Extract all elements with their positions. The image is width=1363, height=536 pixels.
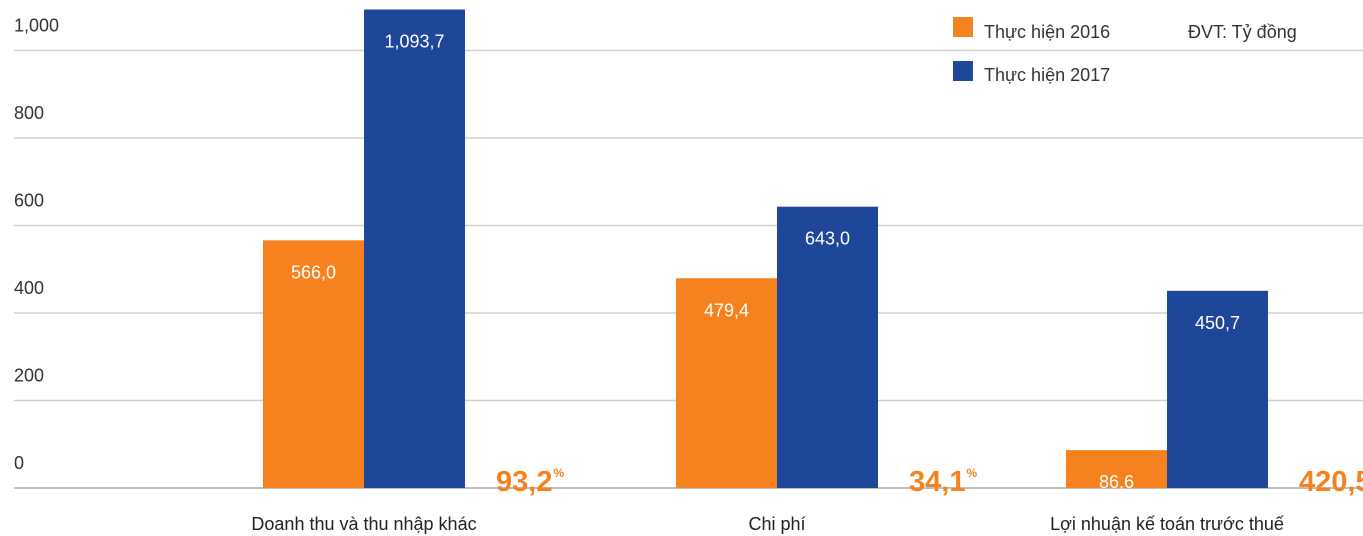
category-label-1: Doanh thu và thu nhập khác (251, 514, 476, 534)
y-tick-label-600: 600 (14, 191, 44, 211)
legend: Thực hiện 2016 Thực hiện 2017 (953, 17, 1110, 85)
growth-value-1: 93,2 (496, 466, 552, 498)
y-tick-label-0: 0 (14, 453, 24, 473)
growth-labels: 93,2%34,1%420,5% (496, 466, 1363, 498)
bar-2017-2 (777, 206, 878, 488)
category-label-2: Chi phí (748, 514, 805, 534)
y-tick-label-200: 200 (14, 366, 44, 386)
bar-2017-1 (364, 9, 465, 488)
bar-2016-2 (676, 278, 777, 488)
category-label-3: Lợi nhuận kế toán trước thuế (1050, 514, 1284, 534)
bar-2016-1 (263, 240, 364, 488)
growth-unit-1: % (553, 466, 564, 480)
bar-2016-3 (1066, 450, 1167, 488)
value-label-2016-2: 479,4 (704, 300, 749, 320)
bars: 566,0 1,093,7 479,4 643,0 86,6 450,7 (263, 9, 1268, 492)
unit-note: ĐVT: Tỷ đồng (1188, 22, 1297, 42)
y-tick-label-800: 800 (14, 103, 44, 123)
legend-swatch-2017 (953, 61, 973, 81)
value-label-2017-1: 1,093,7 (384, 32, 444, 52)
y-tick-label-400: 400 (14, 278, 44, 298)
y-axis-ticks: 0 200 400 600 800 1,000 (14, 16, 59, 474)
y-tick-label-1,000: 1,000 (14, 16, 59, 36)
value-label-2017-2: 643,0 (805, 229, 850, 249)
value-label-2016-3: 86,6 (1099, 472, 1134, 492)
legend-label-2017: Thực hiện 2017 (984, 65, 1110, 85)
value-label-2017-3: 450,7 (1195, 313, 1240, 333)
value-label-2016-1: 566,0 (291, 262, 336, 282)
growth-value-2: 34,1 (909, 466, 965, 498)
bar-2017-3 (1167, 290, 1268, 488)
legend-swatch-2016 (953, 17, 973, 37)
growth-unit-2: % (966, 466, 977, 480)
growth-value-3: 420,5 (1299, 466, 1363, 498)
legend-label-2016: Thực hiện 2016 (984, 22, 1110, 42)
category-labels: Doanh thu và thu nhập khác Chi phí Lợi nhu… (251, 514, 1283, 534)
